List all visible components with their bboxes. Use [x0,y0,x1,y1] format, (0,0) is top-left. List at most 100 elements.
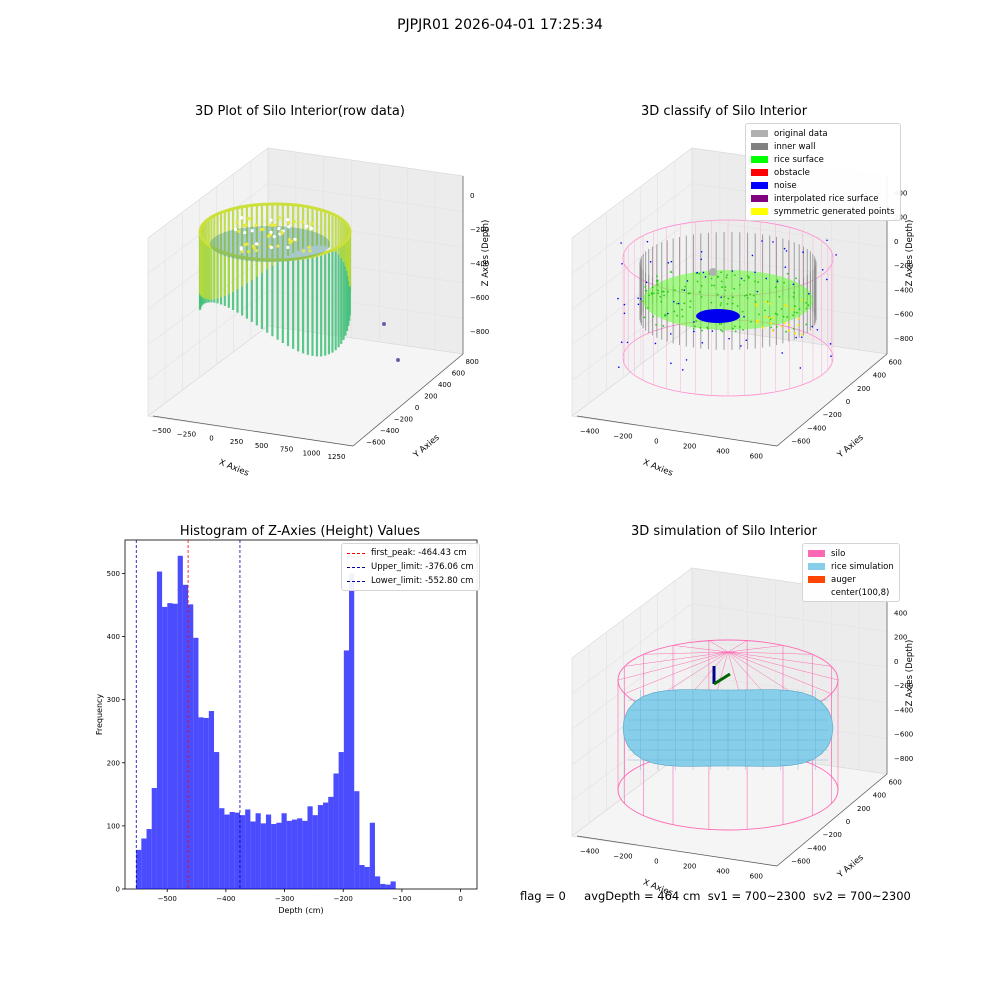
legend-entry-first-peak: first_peak: -464.43 cm [347,546,474,560]
symmetric-point [780,325,783,328]
noise-point [781,352,784,354]
noise-point [677,302,680,305]
rice-surface-point [720,271,722,274]
noise-point [800,336,803,338]
noise-point [795,336,797,339]
noise-point [620,242,622,244]
rice-surface-point [723,295,726,298]
rice-surface-point [731,302,734,305]
noise-point [756,290,759,293]
silo-roof-line [727,651,832,667]
rice-surface-point [656,283,659,286]
rice-surface-point [667,290,669,293]
rice-surface-point [710,277,713,280]
noise-point [639,298,642,300]
histogram-bar [177,555,183,889]
rice-surface-point [731,327,734,330]
legend-entry-symmetric: symmetric generated points [751,205,895,218]
plot4-x-tick: 200 [683,863,696,871]
rice-surface-point [659,295,662,298]
noise-point [667,312,669,315]
plot2-z-tick: −800 [894,335,913,343]
grid-line [571,218,693,310]
plot4-z-tick: −600 [894,731,913,739]
rice-surface-point [805,301,808,304]
rice-surface-point [689,292,691,295]
scatter-point [269,218,273,222]
scatter-point [269,230,273,234]
noise-point [649,260,652,263]
rice-surface-point [717,276,719,279]
rice-surface-point [775,325,778,328]
rice-surface-point [657,289,659,292]
scatter-point [243,243,247,247]
x-tick-label: −500 [158,895,177,903]
plot4-y-label: Y Axies [835,852,866,880]
y-tick-label: 300 [107,696,120,704]
histogram-bar [151,788,157,889]
plot2-title: 3D classify of Silo Interior [640,104,808,119]
legend-label: interpolated rice surface [774,193,879,204]
symmetric-point [764,315,767,319]
surface-points [210,226,330,262]
legend-label: rice simulation [831,561,894,572]
scatter-point [293,237,297,242]
histogram-bar [255,813,261,889]
legend-label: first_peak: -464.43 cm [371,548,467,558]
histogram-bar [250,821,256,889]
noise-point [685,359,688,361]
noise-point [645,281,648,284]
histogram-bar [162,606,168,889]
rice-surface-point [655,279,658,282]
rice-surface-point [725,276,728,279]
noise-point [654,342,657,345]
symmetric-point [755,303,758,306]
histogram-bar [343,650,350,889]
histogram-bar [172,603,178,889]
histogram-plot [122,539,478,892]
rice-surface-point [786,272,789,275]
symmetric-point [797,324,800,327]
plot2-z-label: Z Axies (Depth) [905,220,915,287]
symmetric-point [761,326,764,329]
rice-surface-point [652,292,655,295]
histogram-bar [349,573,355,889]
rice-surface-point [792,327,795,330]
rice-surface-point [792,296,795,298]
rice-surface-point [720,280,723,283]
noise-point [693,330,695,333]
rice-surface-point [701,329,703,332]
plot4-z-tick: 400 [894,609,907,617]
rice-surface-point [716,293,719,296]
legend-line [347,566,365,568]
noise-point [776,280,779,283]
scatter-point [285,218,290,222]
rice-surface-point [720,329,722,331]
plot2-y-tick: 600 [888,359,901,367]
histogram-bar [146,829,152,889]
noise-point [700,250,703,253]
noise-point [826,278,828,281]
scatter-point [289,239,294,244]
plot2-y-tick: −400 [807,424,826,432]
scatter-point [277,216,281,220]
rice-surface-point [726,274,728,277]
histogram-bar [291,819,298,889]
rice-surface-point [676,314,679,317]
flag-text: flag = 0 [520,889,566,903]
scatter-point [243,230,247,235]
plot2-x-tick: 200 [683,443,696,451]
plot4-y-tick: 400 [873,792,886,800]
legend-entry-interpolated: interpolated rice surface [751,192,895,205]
rice-surface-point [807,304,810,307]
rice-surface-point [805,307,808,310]
rice-surface-point [776,313,779,316]
grid-line [691,674,888,704]
plot2-x-tick: 0 [654,438,658,446]
rice-surface-point [733,325,736,328]
histogram-bar [354,791,360,889]
noise-point [829,343,832,345]
legend-entry-original-data: original data [751,127,895,140]
histogram-bar [265,814,272,889]
plot2-x-tick: 400 [716,448,729,456]
